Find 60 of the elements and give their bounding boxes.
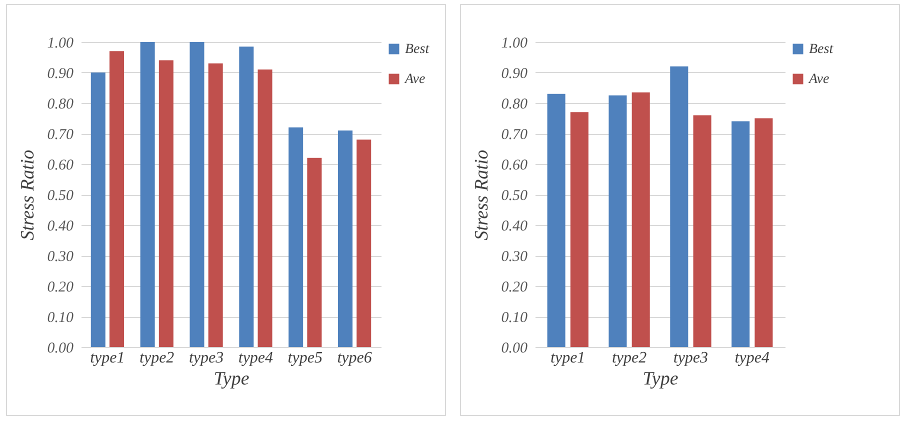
bar [732, 121, 750, 347]
bar [208, 63, 223, 347]
legend-label: Best [809, 42, 834, 57]
y-tick-label: 0.50 [501, 188, 528, 204]
bar [239, 46, 254, 347]
x-tick-label: type2 [612, 350, 647, 366]
bar [258, 69, 272, 347]
x-tick-label: type1 [90, 350, 125, 366]
bar [338, 130, 353, 347]
x-axis-title: Type [642, 368, 678, 390]
y-tick-label: 1.00 [501, 36, 528, 52]
y-tick-label: 0.00 [47, 340, 74, 356]
y-tick-label: 0.40 [47, 218, 74, 234]
bar [109, 51, 124, 347]
bar [693, 115, 712, 347]
bar [307, 158, 322, 347]
bar [547, 94, 566, 347]
y-axis-title: Stress Ratio [17, 150, 38, 240]
y-tick-label: 0.10 [47, 310, 74, 326]
bar [190, 42, 204, 347]
x-tick-label: type3 [188, 350, 224, 366]
bar [608, 95, 627, 347]
y-tick-label: 0.80 [501, 96, 528, 112]
x-tick-label: type2 [140, 350, 174, 366]
x-tick-label: type5 [288, 350, 322, 366]
x-axis-title: Type [214, 368, 250, 390]
x-tick-label: type4 [238, 350, 274, 366]
y-tick-label: 0.90 [47, 66, 74, 82]
bar [288, 127, 304, 347]
y-tick-label: 0.40 [501, 218, 528, 234]
bar [158, 60, 174, 347]
bar [632, 92, 650, 347]
bar [570, 112, 588, 347]
y-tick-label: 0.60 [501, 158, 528, 174]
y-axis-title: Stress Ratio [471, 150, 492, 240]
y-tick-label: 1.00 [47, 36, 74, 52]
y-tick-label: 0.90 [501, 66, 528, 82]
bar [754, 118, 773, 347]
y-tick-label: 0.80 [47, 96, 74, 112]
bar [670, 66, 688, 347]
y-tick-label: 0.50 [47, 188, 74, 204]
y-tick-label: 0.70 [47, 127, 74, 143]
y-tick-label: 0.60 [47, 158, 74, 174]
y-tick-label: 0.10 [501, 310, 528, 326]
y-tick-label: 0.30 [501, 249, 528, 265]
y-tick-label: 0.00 [501, 340, 528, 356]
x-tick-label: type4 [734, 350, 770, 366]
bar [140, 42, 155, 347]
y-tick-label: 0.30 [47, 249, 74, 265]
bar [356, 140, 372, 347]
y-tick-label: 0.20 [501, 280, 528, 296]
legend-label: Ave [808, 72, 830, 87]
legend-label: Best [405, 42, 430, 57]
y-tick-label: 0.70 [501, 127, 528, 143]
x-tick-label: type6 [337, 350, 372, 366]
y-tick-label: 0.20 [47, 280, 74, 296]
x-tick-label: type3 [673, 350, 708, 366]
x-tick-label: type1 [550, 350, 586, 366]
legend-label: Ave [404, 72, 426, 87]
bar [90, 72, 106, 347]
